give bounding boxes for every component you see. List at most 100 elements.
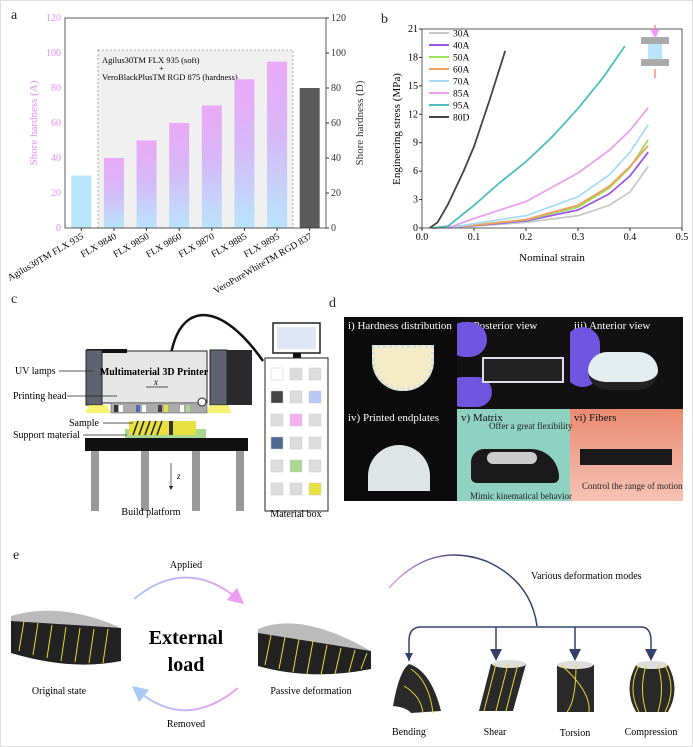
modes-arc <box>388 554 538 627</box>
y-axis-label-right: Shore hardness (D) <box>354 80 366 165</box>
material-cartridge <box>289 367 303 381</box>
passive-deformation-text: Passive deformation <box>270 686 351 697</box>
build-platform <box>85 438 248 451</box>
y-tick-label-right: 40 <box>331 153 341 164</box>
bar <box>299 88 320 228</box>
original-state-disc <box>11 610 121 665</box>
bar <box>201 105 222 228</box>
applied-label: Applied <box>170 560 202 571</box>
legend-label: 50A <box>453 54 470 64</box>
mode-compression: Compression <box>625 727 678 738</box>
series-line-70A <box>447 124 649 229</box>
x-tick-label: 0.4 <box>624 232 637 243</box>
y-axis-label-left: Shore hardness (A) <box>28 80 40 165</box>
y-tick-label: 0 <box>413 223 418 234</box>
y-tick-label-right: 120 <box>331 13 346 24</box>
y-tick-label-left: 120 <box>46 13 61 24</box>
y-tick-label-left: 60 <box>51 118 61 129</box>
material-cartridge <box>270 436 284 450</box>
material-cartridge <box>270 390 284 404</box>
y-tick-label-right: 20 <box>331 188 341 199</box>
material-cartridge <box>289 482 303 496</box>
panel-label-d: d <box>329 296 336 311</box>
material-cartridge <box>270 459 284 473</box>
uv-light-left <box>85 405 111 413</box>
legend-label: 95A <box>453 102 470 112</box>
external-load-line2: load <box>168 654 205 676</box>
photo-fibers: vi) Fibers <box>570 409 683 501</box>
axis-x-label: x <box>153 377 158 387</box>
annotation-line1: Agilus30TM FLX 935 (soft) <box>102 55 200 65</box>
material-cartridge <box>289 390 303 404</box>
material-cartridge <box>270 367 284 381</box>
x-tick-label: FLX 9870 <box>177 232 216 260</box>
uv-light-right <box>206 405 232 413</box>
nozzles <box>114 397 207 412</box>
material-cartridge <box>289 436 303 450</box>
y-tick-label-left: 80 <box>51 83 61 94</box>
panel-label-b: b <box>381 12 388 27</box>
deformation-diagram: Applied Removed External load Original s… <box>11 554 678 739</box>
shear-shape <box>479 660 526 712</box>
bar <box>136 140 157 228</box>
photo-label: vi) Fibers <box>574 412 617 424</box>
series-line-80D <box>429 50 507 229</box>
material-cartridge <box>308 367 322 381</box>
material-cartridge <box>308 436 322 450</box>
y-tick-label: 18 <box>408 52 418 63</box>
bar <box>103 158 124 228</box>
x-tick-label: 0.3 <box>572 232 585 243</box>
support-material-label: Support material <box>13 430 80 441</box>
material-cartridge <box>308 482 322 496</box>
printer-body <box>86 350 208 404</box>
compression-test-icon <box>641 25 669 78</box>
y-tick-label: 15 <box>408 81 418 92</box>
plot-frame-b <box>421 28 683 229</box>
material-cartridge <box>289 459 303 473</box>
x-tick-label: 0.1 <box>468 232 481 243</box>
photo-label: v) Matrix <box>461 412 503 424</box>
photo-printed-endplates: iv) Printed endplates <box>344 409 457 501</box>
legend-label: 80D <box>453 114 470 124</box>
bar <box>169 123 190 228</box>
matrix-annotation-top: Offer a great flexibility <box>489 421 573 431</box>
y-tick-label-left: 20 <box>51 188 61 199</box>
original-state-text: Original state <box>32 686 87 697</box>
photo-anterior-view: iii) Anterior view <box>570 317 683 409</box>
material-cartridge <box>289 413 303 427</box>
x-tick-label: FLX 9860 <box>145 232 184 260</box>
y-tick-label-right: 80 <box>331 83 341 94</box>
annotation-line2: VeroBlackPlusTM RGD 875 (hardness) <box>102 72 238 82</box>
passive-deformation-disc <box>258 623 371 676</box>
photo-label: iv) Printed endplates <box>348 412 440 424</box>
x-tick-label: FLX 9840 <box>79 232 118 260</box>
y-tick-label: 6 <box>413 166 418 177</box>
x-tick-label: 0.5 <box>676 232 689 243</box>
y-tick-label-right: 100 <box>331 48 346 59</box>
material-cartridge <box>308 413 322 427</box>
material-cartridge <box>270 413 284 427</box>
uv-lamp-right <box>209 349 228 406</box>
applied-arrow <box>133 576 245 605</box>
material-cartridge <box>308 390 322 404</box>
cable <box>169 313 265 362</box>
printer-diagram: Multimaterial 3D Printer x z UV lamps Pr… <box>13 313 329 520</box>
y-tick-label-right: 0 <box>331 223 336 234</box>
x-axis-label: Nominal strain <box>519 252 585 264</box>
matrix-annotation-bottom: Mimic kinematical behavior <box>470 491 572 501</box>
bar <box>234 79 255 228</box>
series-line-95A <box>432 45 626 229</box>
x-tick-label: 0.2 <box>520 232 533 243</box>
panel-label-a: a <box>11 8 18 23</box>
hardness-bar-chart: Agilus30TM FLX 935 (soft) + VeroBlackPlu… <box>6 13 366 297</box>
external-load-line1: External <box>149 627 224 649</box>
x-tick-label: 0.0 <box>416 232 429 243</box>
x-tick-label: FLX 9885 <box>210 232 249 260</box>
printing-head-label: Printing head <box>13 391 67 402</box>
series-line-85A <box>447 107 649 229</box>
y-tick-label-left: 0 <box>56 223 61 234</box>
platform-screws <box>91 451 244 511</box>
y-tick-label-left: 100 <box>46 48 61 59</box>
